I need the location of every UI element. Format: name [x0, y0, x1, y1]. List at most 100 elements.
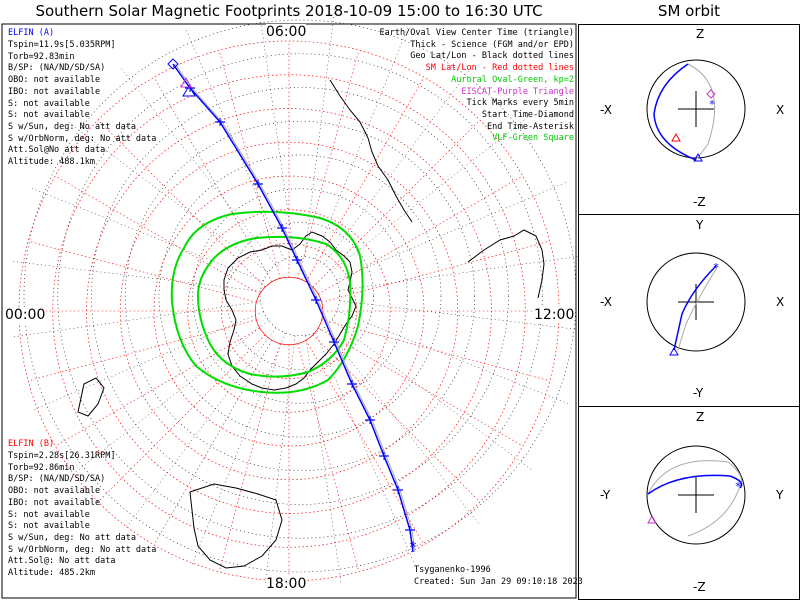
geo-lon-spoke [304, 8, 335, 257]
geo-lon-spoke [324, 327, 480, 525]
geo-lon-spoke [339, 300, 578, 330]
geo-lat-ring [124, 120, 476, 472]
geo-lon-spoke [315, 332, 415, 563]
info-line: IBO: not available [8, 86, 101, 97]
panel1-top-label: Z [696, 27, 705, 41]
legend-entry: EISCAT-Purple Triangle [461, 86, 574, 97]
sm-lon-spoke [97, 119, 266, 288]
sm-lat-ring [119, 141, 459, 481]
track-tick-marks [185, 84, 415, 534]
panel-divider-1 [578, 214, 800, 215]
legend-entry: End Time-Asterisk [487, 121, 574, 132]
svg-text:*: * [713, 261, 720, 274]
info-line: B/SP: (NA/ND/SD/SA) [8, 63, 106, 74]
geo-lon-spoke [305, 335, 342, 584]
coastline-antarctica [223, 231, 357, 391]
elfin-a-name: ELFIN (A) [8, 28, 55, 38]
coastline-africa [467, 229, 545, 299]
antarctica-coastline [77, 79, 545, 569]
geo-lon-spoke [331, 319, 533, 471]
legend-entry: Start Time-Diamond [481, 109, 574, 120]
sm-lon-spoke [321, 319, 550, 382]
info-line: S: not available [8, 98, 90, 109]
geo-lon-spoke [12, 301, 261, 338]
info-line: Tspin=2.28s[26.31RPM] [8, 451, 116, 461]
mlt-label-right: 12:00 [534, 307, 575, 323]
sm-lat-ring [52, 74, 526, 548]
sm-lat-ring [221, 243, 357, 379]
geo-lat-ring [91, 87, 509, 505]
orbit-panel-xz: * [646, 59, 746, 162]
sm-lon-spoke [318, 327, 523, 447]
sm-lon-spoke [312, 334, 481, 503]
panel1-right-label: X [776, 103, 785, 117]
info-line: S w/Sun, deg: No att data [8, 532, 136, 543]
info-line: Altitude: 488.1km [8, 157, 95, 168]
info-line: Att.Sol@No att data [8, 145, 106, 156]
model-label: Tsyganenko-1996 [414, 565, 491, 575]
geo-lon-spoke [337, 310, 570, 405]
legend-entry: Geo Lat/Lon - Black dotted lines [410, 51, 574, 62]
legend-entry: VLF-Green Square [492, 133, 574, 144]
elfin-b-info: Tspin=2.28s[26.31RPM] Torb=92.86min B/SP: … [8, 451, 156, 580]
panel3-top-label: Z [696, 410, 705, 424]
info-line: OBO: not available [8, 486, 101, 497]
geo-lat-ring [158, 154, 442, 438]
geo-lon-spoke [323, 63, 475, 265]
geo-lon-spoke [67, 121, 269, 273]
auroral-oval [170, 210, 364, 394]
panel1-left-label: -X [600, 103, 612, 117]
geo-lon-spoke [314, 26, 409, 259]
sm-lon-spoke [305, 77, 425, 282]
info-line: S w/Sun, deg: No att data [8, 121, 136, 132]
orbit-panel-xy: * [646, 252, 746, 356]
panel3-bottom-label: -Z [693, 580, 706, 594]
elfin-b-name: ELFIN (B) [8, 439, 55, 449]
sm-orbit-panels: * * * [646, 59, 746, 545]
legend-entry: Auroral Oval-Green, kp=2 [451, 74, 574, 85]
sm-lon-spoke [153, 340, 273, 545]
panel2-bottom-label: -Y [693, 386, 704, 400]
coastline-australia [189, 483, 283, 569]
auroral-oval-inner [196, 235, 352, 378]
info-line: Tspin=11.9s[5.035RPM] [8, 40, 116, 50]
geo-lat-ring [259, 255, 341, 337]
info-line: Torb=92.86min [8, 462, 75, 473]
mlt-label-bottom: 18:00 [266, 576, 307, 592]
mlt-label-top: 06:00 [266, 24, 307, 40]
geo-lon-spoke [33, 311, 264, 411]
geo-lon-spoke [125, 327, 277, 529]
geo-lon-spoke [120, 67, 276, 265]
panel-divider-2 [578, 406, 800, 407]
sm-lon-spoke [297, 50, 360, 279]
geo-lon-spoke [30, 187, 263, 282]
sm-lon-spoke [218, 50, 281, 279]
elfin-a-footprint-track [172, 63, 414, 553]
geo-lon-spoke [185, 29, 285, 260]
sm-lon-spoke [297, 343, 360, 572]
geo-lat-ring [192, 188, 408, 404]
geo-lon-spoke [336, 181, 567, 281]
info-line: Att.Sol@: No att data [8, 556, 116, 567]
legend-entry: SM Lat/Lon - Red dotted lines [425, 63, 574, 74]
sm-lon-spoke [218, 343, 281, 572]
info-line: S w/OrbNorm, deg: No att data [8, 544, 157, 555]
geo-lat-ring [57, 53, 543, 539]
legend-entry: Thick - Science (FGM and/or EPD) [410, 39, 574, 50]
end-asterisk: * [410, 540, 417, 556]
sm-lat-ring [254, 276, 324, 346]
sm-lon-spoke [55, 327, 260, 447]
sm-lon-spoke [28, 240, 257, 303]
auroral-oval-outer [170, 210, 364, 394]
elfin-a-track-model [174, 63, 416, 553]
created-label: Created: Sun Jan 29 09:10:18 2023 [414, 577, 583, 587]
svg-text:*: * [735, 480, 742, 493]
panel1-bottom-label: -Z [693, 195, 706, 209]
coastline-south-america [329, 79, 413, 223]
sm-lon-spoke [318, 175, 523, 295]
panel2-top-label: Y [696, 218, 704, 232]
info-line: OBO: not available [8, 75, 101, 86]
info-line: Altitude: 485.2km [8, 568, 95, 579]
view-center-triangle [182, 85, 196, 97]
orbit-panel-yz: * [646, 445, 746, 545]
